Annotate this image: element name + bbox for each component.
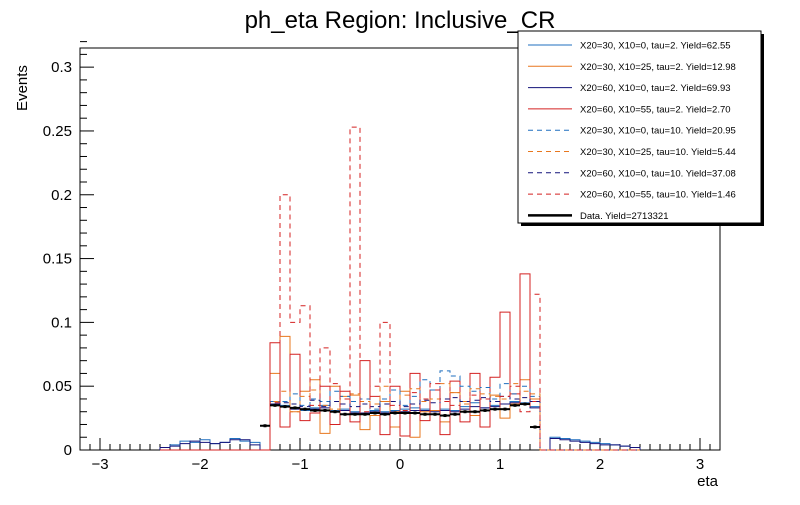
- y-tick-label: 0.05: [43, 378, 72, 395]
- legend-label: X20=30, X10=25, tau=2. Yield=12.98: [580, 62, 736, 73]
- data-point: [483, 408, 487, 412]
- y-axis-ticks: 0 0.05 0.1 0.15 0.2 0.25 0.3: [43, 41, 94, 459]
- data-point: [433, 412, 437, 416]
- series-6-histogram: [160, 383, 640, 451]
- y-tick-label: 0.15: [43, 251, 72, 268]
- data-point: [463, 410, 467, 414]
- data-points: [260, 402, 540, 429]
- x-axis-ticks: −3 −2 −1 0 1 2 3: [79, 438, 721, 473]
- x-tick-label: −2: [191, 456, 208, 473]
- data-point: [443, 414, 447, 418]
- legend-label: X20=30, X10=0, tau=2. Yield=62.55: [580, 41, 731, 52]
- y-tick-label: 0: [64, 442, 72, 459]
- series-layer: [159, 126, 641, 451]
- data-point: [303, 407, 307, 411]
- series-4-histogram: [160, 273, 640, 451]
- data-point: [313, 408, 317, 412]
- data-point: [293, 406, 297, 410]
- legend-label: X20=60, X10=55, tau=10. Yield=1.46: [580, 190, 736, 201]
- data-point: [523, 402, 527, 406]
- series-8-histogram: [160, 126, 640, 451]
- data-point: [423, 412, 427, 416]
- data-point: [393, 411, 397, 415]
- data-point: [413, 411, 417, 415]
- x-tick-label: −1: [291, 456, 308, 473]
- x-tick-label: 1: [496, 456, 504, 473]
- x-tick-label: 3: [696, 456, 704, 473]
- data-point: [383, 412, 387, 416]
- legend-label: X20=60, X10=0, tau=10. Yield=37.08: [580, 168, 736, 179]
- data-point: [333, 410, 337, 414]
- x-tick-label: 0: [396, 456, 404, 473]
- chart-title: ph_eta Region: Inclusive_CR: [245, 7, 556, 34]
- legend-label: Data. Yield=2713321: [580, 211, 668, 222]
- series-7-histogram: [160, 395, 640, 451]
- data-point: [263, 424, 267, 428]
- data-point: [503, 407, 507, 411]
- legend-label: X20=60, X10=0, tau=2. Yield=69.93: [580, 83, 731, 94]
- y-axis-label: Events: [14, 65, 31, 111]
- data-point: [363, 412, 367, 416]
- data-point: [493, 407, 497, 411]
- data-point: [323, 408, 327, 412]
- data-point: [513, 403, 517, 407]
- legend-label: X20=30, X10=25, tau=10. Yield=5.44: [580, 147, 736, 158]
- y-tick-label: 0.2: [51, 187, 72, 204]
- x-axis-label: eta: [697, 473, 719, 490]
- data-point: [343, 412, 347, 416]
- data-point: [353, 412, 357, 416]
- legend-label: X20=60, X10=55, tau=2. Yield=2.70: [580, 104, 731, 115]
- data-point: [403, 411, 407, 415]
- y-tick-label: 0.3: [51, 59, 72, 76]
- y-tick-label: 0.25: [43, 123, 72, 140]
- data-point: [283, 405, 287, 409]
- x-tick-label: 2: [596, 456, 604, 473]
- y-tick-label: 0.1: [51, 314, 72, 331]
- data-point: [533, 425, 537, 429]
- legend: X20=30, X10=0, tau=2. Yield=62.55 X20=30,…: [517, 30, 764, 226]
- data-point: [473, 410, 477, 414]
- data-point: [273, 403, 277, 407]
- data-point: [373, 411, 377, 415]
- legend-label: X20=30, X10=0, tau=10. Yield=20.95: [580, 126, 736, 137]
- data-point: [453, 412, 457, 416]
- x-tick-label: −3: [91, 456, 108, 473]
